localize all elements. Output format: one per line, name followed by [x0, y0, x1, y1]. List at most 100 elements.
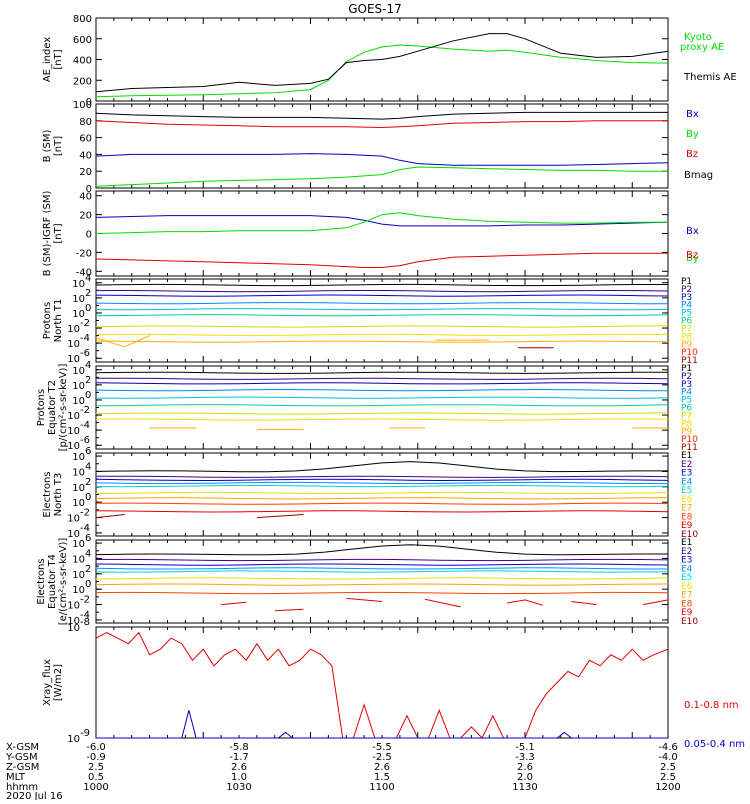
y-tick-label-protonsT1: 10: [67, 339, 80, 350]
series-line-xray-0-1-0-8-nm: [95, 631, 669, 739]
series-line-protonsT1-P7: [95, 325, 669, 328]
legend-entry-electronsT4-E9: E9: [681, 608, 693, 618]
y-tick-label-ae: 600: [73, 35, 92, 46]
footer-row-label: 2020 Jul 16: [6, 791, 63, 800]
legend-label-bigrf-0: Bx: [686, 226, 699, 237]
legend-entry-protonsT2-P6: P6: [681, 404, 692, 414]
series-line-electronsT4-E7: [95, 583, 669, 586]
footer-value: 1030: [226, 782, 251, 793]
y-axis-label-ae: AE_index: [42, 37, 53, 83]
y-tick-exponent-electronsT4: 4: [85, 548, 91, 559]
legend-entry-protonsT1-P1: P1: [681, 277, 692, 287]
y-tick-label-electronsT3: 10: [72, 467, 85, 478]
legend-label-ae-0: Kyoto: [684, 32, 712, 43]
y-tick-label-bsm: 20: [79, 167, 92, 178]
y-tick-label-bsm: 60: [79, 134, 92, 145]
y-tick-exponent-protonsT2: -6: [80, 435, 90, 446]
y-tick-label-electronsT4: 10: [72, 570, 85, 581]
footer-value: 2.6: [231, 762, 247, 773]
y-tick-label-bigrf: -20: [76, 248, 92, 259]
y-tick-label-xray: 10: [67, 623, 80, 634]
footer-value: -5.1: [515, 742, 535, 753]
footer-value: 2.6: [517, 762, 533, 773]
series-line-protonsT2-P8: [95, 418, 669, 421]
legend-entry-protonsT1-P9: P9: [681, 340, 692, 350]
footer-row-label: MLT: [6, 772, 26, 783]
series-line-protonsT1-P1: [95, 283, 668, 287]
y-tick-label-protonsT2: 10: [72, 396, 85, 407]
y-tick-exponent-electronsT4: 6: [85, 533, 91, 544]
legend-entry-electronsT4-E7: E7: [681, 591, 692, 601]
legend-label-bsm-1: By: [686, 129, 699, 140]
series-line-electronsT4-E1: [95, 544, 668, 556]
legend-entry-protonsT2-P2: P2: [681, 372, 692, 382]
y-tick-exponent-protonsT1: -4: [80, 333, 90, 344]
y-tick-label-xray: 10: [67, 734, 80, 745]
legend-label-bigrf-1: By: [686, 253, 699, 264]
footer-value: -5.8: [229, 742, 249, 753]
legend-entry-electronsT4-E6: E6: [681, 582, 693, 592]
y-axis-label-protonsT2: Equator T2: [47, 380, 58, 435]
y-tick-label-protonsT1: 10: [72, 309, 85, 320]
legend-entry-protonsT2-P10: P10: [681, 435, 698, 445]
y-axis-label-protonsT2: Protons: [36, 389, 47, 426]
legend-entry-protonsT1-P5: P5: [681, 309, 692, 319]
series-line-protonsT1-P8: [95, 333, 669, 336]
y-tick-label-ae: 200: [73, 76, 92, 87]
series-line-electronsT3-E1: [95, 461, 668, 473]
y-tick-exponent-electronsT3: -2: [80, 508, 90, 519]
footer-value: 1.5: [374, 772, 390, 783]
y-tick-exponent-electronsT3: 4: [85, 461, 91, 472]
legend-entry-electronsT3-E3: E3: [681, 469, 692, 479]
legend-label-xray-0: 0.1-0.8 nm: [684, 700, 739, 711]
series-line-electronsT4-E6: [95, 577, 669, 580]
legend-entry-electronsT3-E6: E6: [681, 495, 693, 505]
y-tick-label-protonsT1: 10: [72, 279, 85, 290]
series-line-electronsT3-E7: [95, 497, 669, 500]
legend-entry-electronsT4-E5: E5: [681, 573, 692, 583]
series-line-electronsT3-E5: [95, 484, 669, 488]
footer-value: -2.5: [372, 752, 392, 763]
legend-label-bsm-2: Bz: [686, 149, 698, 160]
legend-entry-protonsT2-P1: P1: [681, 364, 692, 374]
legend-entry-electronsT3-E10: E10: [681, 530, 698, 540]
series-line-bigrf-By: [95, 212, 668, 234]
footer-row-label: Z-GSM: [6, 762, 39, 773]
y-tick-exponent-protonsT2: 2: [85, 375, 91, 386]
y-tick-label-electronsT3: 10: [72, 452, 85, 463]
series-segment-electronsT4-E9: [346, 597, 383, 602]
panel-frame-electronsT4: [95, 539, 669, 624]
series-segment-electronsT4-E9: [221, 601, 247, 606]
legend-entry-electronsT4-E1: E1: [681, 538, 692, 548]
legend-entry-protonsT2-P3: P3: [681, 380, 692, 390]
y-axis-label-electronsT4: Equator T4: [47, 554, 58, 609]
y-tick-exponent-electronsT3: 6: [85, 446, 91, 457]
y-tick-label-protonsT1: 10: [72, 294, 85, 305]
series-line-bsm-Bmag: [95, 111, 668, 120]
legend-entry-protonsT2-P4: P4: [681, 388, 692, 398]
series-line-bsm-Bz: [95, 120, 668, 129]
y-tick-label-electronsT4: 10: [67, 601, 80, 612]
legend-label-bsm-3: Bmag: [684, 170, 713, 181]
series-line-bigrf-Bz: [95, 252, 668, 268]
legend-entry-protonsT1-P2: P2: [681, 285, 692, 295]
y-tick-exponent-protonsT1: 0: [85, 303, 91, 314]
y-axis-label-bsm: [nT]: [53, 136, 64, 156]
series-line-electronsT3-E9: [95, 510, 669, 513]
footer-value: -1.7: [229, 752, 249, 763]
y-tick-label-ae: 0: [86, 97, 92, 108]
series-segment-electronsT4-E9: [507, 599, 544, 606]
y-tick-label-ae: 800: [73, 14, 92, 25]
legend-label-bsm-0: Bx: [686, 109, 699, 120]
legend-entry-protonsT1-P3: P3: [681, 293, 692, 303]
series-line-protonsT2-P4: [95, 389, 668, 392]
footer-value: 2.6: [374, 762, 390, 773]
legend-entry-protonsT1-P7: P7: [681, 324, 692, 334]
series-line-protonsT1-P6: [95, 314, 669, 317]
legend-entry-protonsT2-P9: P9: [681, 427, 692, 437]
legend-entry-protonsT1-P10: P10: [681, 348, 698, 358]
legend-entry-electronsT4-E2: E2: [681, 547, 692, 557]
series-segment-electronsT4-E9: [424, 598, 461, 608]
series-segment-electronsT4-E9: [642, 599, 669, 606]
